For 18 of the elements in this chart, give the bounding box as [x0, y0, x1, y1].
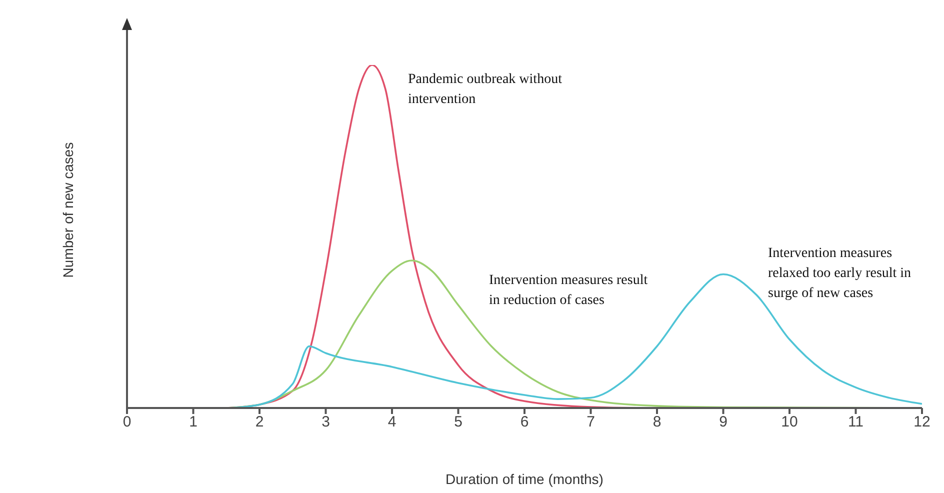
x-tick-label: 3 — [322, 414, 330, 431]
x-tick-label: 7 — [586, 414, 595, 431]
x-tick-label: 2 — [255, 414, 264, 431]
x-axis-title: Duration of time (months) — [444, 471, 604, 487]
x-tick-label: 0 — [122, 414, 132, 431]
x-tick-label: 6 — [520, 414, 529, 431]
x-tick-label: 11 — [848, 414, 864, 431]
x-tick-label: 1 — [189, 414, 198, 431]
x-tick-label: 10 — [781, 414, 798, 431]
x-tick-label: 9 — [719, 414, 728, 431]
annotation: Pandemic outbreak without intervention — [408, 71, 563, 109]
x-tick-label: 5 — [454, 414, 462, 431]
x-tick-label: 4 — [388, 414, 396, 431]
x-tick-label: 12 — [914, 414, 930, 431]
y-axis-title: Number of new cases — [60, 142, 76, 278]
x-tick-label: 8 — [652, 414, 662, 431]
annotation: Intervention measures relaxed too early result in surge of new cases — [768, 245, 912, 303]
annotation: Intervention measures result in reduction of cases — [489, 272, 649, 310]
